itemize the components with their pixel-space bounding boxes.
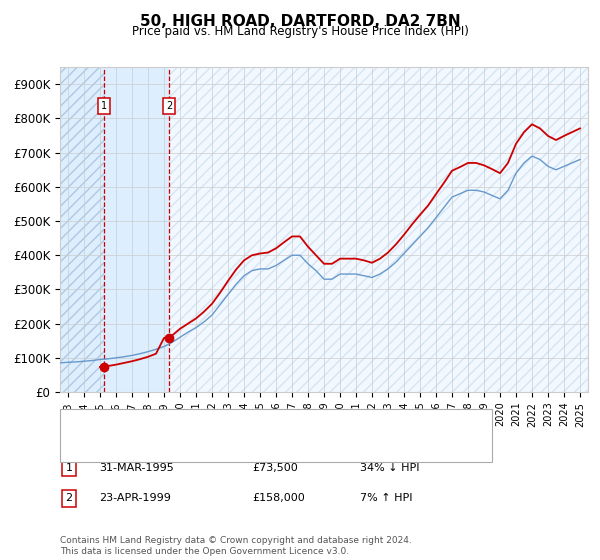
Text: 50, HIGH ROAD, DARTFORD, DA2 7BN: 50, HIGH ROAD, DARTFORD, DA2 7BN xyxy=(140,14,460,29)
Text: 23-APR-1999: 23-APR-1999 xyxy=(99,493,171,503)
Text: 7% ↑ HPI: 7% ↑ HPI xyxy=(360,493,413,503)
Text: £158,000: £158,000 xyxy=(252,493,305,503)
Bar xyxy=(104,67,169,392)
Text: 1: 1 xyxy=(65,463,73,473)
Bar xyxy=(169,67,588,392)
Text: 50, HIGH ROAD, DARTFORD, DA2 7BN (detached house): 50, HIGH ROAD, DARTFORD, DA2 7BN (detach… xyxy=(97,419,389,429)
Text: Price paid vs. HM Land Registry's House Price Index (HPI): Price paid vs. HM Land Registry's House … xyxy=(131,25,469,38)
Text: 2: 2 xyxy=(166,101,172,111)
Text: 31-MAR-1995: 31-MAR-1995 xyxy=(99,463,174,473)
Text: HPI: Average price, detached house, Dartford: HPI: Average price, detached house, Dart… xyxy=(97,442,334,452)
Text: 2: 2 xyxy=(65,493,73,503)
Bar xyxy=(60,67,104,392)
Text: 1: 1 xyxy=(101,101,107,111)
Text: £73,500: £73,500 xyxy=(252,463,298,473)
Text: 34% ↓ HPI: 34% ↓ HPI xyxy=(360,463,419,473)
Text: Contains HM Land Registry data © Crown copyright and database right 2024.
This d: Contains HM Land Registry data © Crown c… xyxy=(60,536,412,556)
